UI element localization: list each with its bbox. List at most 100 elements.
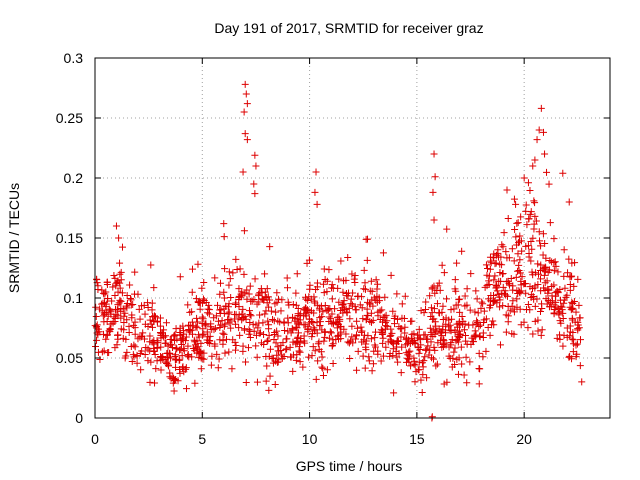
data-point: [130, 353, 138, 361]
data-point: [325, 317, 333, 325]
data-point: [317, 348, 325, 356]
data-point: [486, 331, 494, 339]
data-point: [492, 284, 500, 292]
data-point: [199, 315, 207, 323]
data-point: [569, 328, 577, 336]
data-point: [452, 337, 460, 345]
data-point: [251, 190, 259, 198]
data-point: [505, 279, 513, 287]
data-point: [427, 331, 435, 339]
data-point: [216, 290, 224, 298]
data-point: [500, 229, 508, 237]
data-point: [344, 338, 352, 346]
data-point: [225, 348, 233, 356]
data-point: [148, 306, 156, 314]
data-point: [240, 227, 248, 235]
data-point: [98, 300, 106, 308]
data-point: [540, 271, 548, 279]
data-point: [420, 357, 428, 365]
data-point: [105, 327, 113, 335]
data-point: [443, 225, 451, 233]
data-point: [410, 330, 418, 338]
data-point: [365, 353, 373, 361]
data-point: [242, 378, 250, 386]
data-point: [216, 309, 224, 317]
data-point: [471, 308, 479, 316]
data-point: [258, 295, 266, 303]
data-point: [442, 314, 450, 322]
data-point: [358, 327, 366, 335]
data-point: [216, 336, 224, 344]
data-point: [310, 327, 318, 335]
data-point: [120, 312, 128, 320]
data-point: [479, 300, 487, 308]
data-point: [255, 290, 263, 298]
data-point: [339, 300, 347, 308]
data-point: [125, 322, 133, 330]
data-point: [465, 321, 473, 329]
data-point: [458, 312, 466, 320]
data-point: [216, 306, 224, 314]
data-point: [281, 327, 289, 335]
data-point: [306, 281, 314, 289]
data-point: [114, 277, 122, 285]
data-point: [92, 343, 100, 351]
data-point: [146, 378, 154, 386]
data-point: [490, 276, 498, 284]
data-point: [346, 354, 354, 362]
data-point: [430, 150, 438, 158]
data-point: [415, 366, 423, 374]
data-point: [263, 294, 271, 302]
data-point: [213, 350, 221, 358]
data-point: [283, 274, 291, 282]
data-point: [180, 330, 188, 338]
data-point: [321, 276, 329, 284]
data-point: [566, 322, 574, 330]
data-point: [335, 275, 343, 283]
data-point: [260, 341, 268, 349]
data-point: [222, 335, 230, 343]
data-point: [439, 302, 447, 310]
data-point: [248, 297, 256, 305]
data-point: [239, 347, 247, 355]
data-point: [93, 275, 101, 283]
data-point: [565, 255, 573, 263]
data-point: [329, 336, 337, 344]
data-point: [193, 314, 201, 322]
data-point: [100, 347, 108, 355]
data-point: [451, 276, 459, 284]
data-point: [398, 300, 406, 308]
data-point: [534, 270, 542, 278]
data-point: [438, 261, 446, 269]
data-point: [114, 301, 122, 309]
data-point: [164, 349, 172, 357]
data-point: [253, 300, 261, 308]
data-point: [328, 310, 336, 318]
data-point: [534, 327, 542, 335]
data-point: [543, 277, 551, 285]
data-point: [138, 333, 146, 341]
data-point: [123, 292, 131, 300]
data-point: [438, 343, 446, 351]
data-point: [479, 334, 487, 342]
data-point: [572, 353, 580, 361]
data-point: [501, 287, 509, 295]
data-point: [559, 342, 567, 350]
data-point: [526, 187, 534, 195]
data-point: [169, 373, 177, 381]
data-point: [277, 347, 285, 355]
data-point: [176, 365, 184, 373]
data-point: [203, 328, 211, 336]
data-point: [534, 280, 542, 288]
data-point: [461, 292, 469, 300]
data-point: [193, 337, 201, 345]
data-point: [423, 345, 431, 353]
data-point: [566, 352, 574, 360]
data-point: [544, 268, 552, 276]
data-point: [333, 313, 341, 321]
data-point: [228, 365, 236, 373]
data-point: [235, 324, 243, 332]
data-point: [471, 327, 479, 335]
data-point: [133, 352, 141, 360]
data-point: [363, 305, 371, 313]
